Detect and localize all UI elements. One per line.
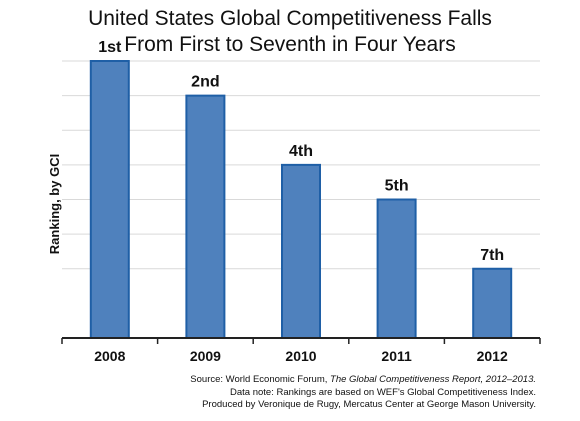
bar-2009 [185,94,226,339]
x-tick-label-2011: 2011 [381,348,412,364]
x-tick-label-2008: 2008 [94,348,125,364]
bar-2011 [376,198,417,339]
source-report-title: The Global Competitiveness Report, 2012–… [330,374,536,385]
chart-title-line-1: United States Global Competitiveness Fal… [88,7,492,30]
x-tick-label-2010: 2010 [285,348,316,364]
bar-2008 [89,60,130,339]
data-label-2012: 7th [480,247,504,264]
x-tick-label-2012: 2012 [477,348,508,364]
producer-credit: Produced by Veronique de Rugy, Mercatus … [202,399,536,410]
chart-title: United States Global Competitiveness Fal… [0,6,580,58]
x-tick-label-2009: 2009 [190,348,221,364]
data-label-2010: 4th [289,143,313,160]
data-label-2008: 1st [98,39,122,56]
data-label-2011: 5th [385,178,409,195]
bar-2012 [472,267,513,339]
data-note: Data note: Rankings are based on WEF's G… [230,386,536,398]
source-note: Source: World Economic Forum, The Global… [190,374,536,412]
bar-2010 [281,163,321,339]
data-label-2009: 2nd [191,74,219,91]
chart-title-line-2: From First to Seventh in Four Years [124,33,456,56]
source-line: Source: World Economic Forum, The Global… [190,374,536,387]
y-axis-label: Ranking, by GCI [47,154,62,254]
source-prefix: Source: World Economic Forum, [190,374,331,385]
